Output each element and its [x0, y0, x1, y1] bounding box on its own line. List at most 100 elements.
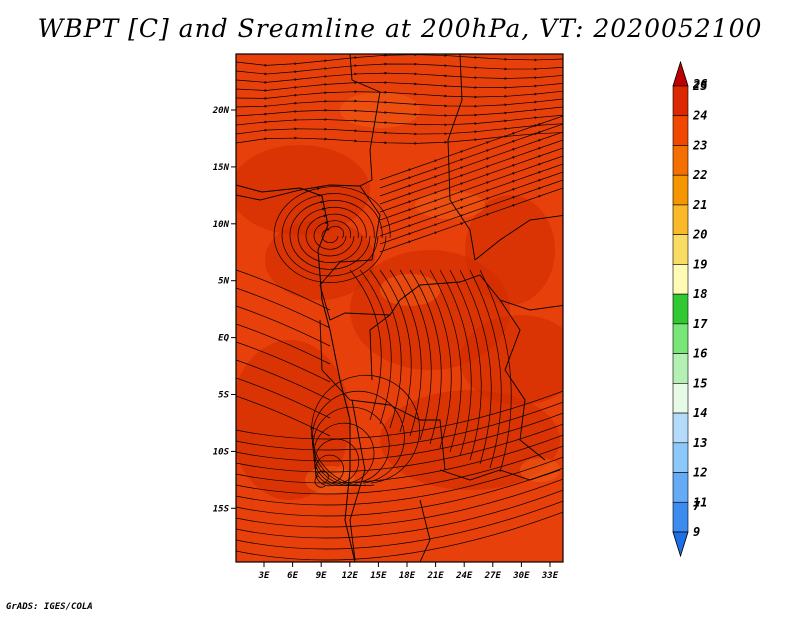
credit-text: GrADS: IGES/COLA: [6, 602, 93, 612]
streamline: [281, 193, 383, 277]
streamline: [469, 269, 502, 469]
colorbar-segment: [672, 501, 689, 533]
streamline: [297, 206, 367, 263]
colorbar-segment: [672, 323, 689, 354]
coastline: [236, 184, 356, 562]
lat-tick-label: 5N: [218, 277, 229, 287]
streamline: [236, 90, 563, 100]
colorbar-label: 7: [693, 499, 701, 513]
colorbar-label: 24: [692, 109, 707, 123]
colorbar-label: 22: [692, 168, 707, 182]
lon-tick-label: 27E: [484, 571, 502, 581]
lat-tick-label: 15N: [213, 163, 230, 173]
streamline: [305, 213, 359, 257]
streamline: [459, 269, 492, 465]
field-light-patch: [305, 466, 355, 494]
temperature-field: [236, 54, 563, 562]
streamline: [236, 511, 563, 561]
streamline: [236, 478, 563, 528]
streamline: [409, 269, 442, 445]
border-line: [319, 259, 391, 321]
streamline: [236, 359, 331, 401]
colorbar-label: 14: [693, 406, 707, 420]
streamline: [311, 406, 390, 486]
streamline: [236, 445, 563, 495]
streamline: [236, 71, 563, 84]
streamline: [313, 220, 351, 250]
colorbar-label: 17: [693, 317, 708, 331]
streamline: [236, 98, 563, 108]
border-line: [236, 184, 381, 261]
lat-tick-label: 5S: [218, 391, 229, 401]
field-dark-patch: [236, 145, 370, 235]
streamline: [236, 423, 563, 473]
border-line: [319, 319, 446, 471]
colorbar-segment: [672, 264, 689, 295]
streamline: [236, 467, 563, 517]
colorbar-label: 15: [693, 376, 707, 390]
streamline: [236, 81, 563, 92]
streamline: [479, 269, 512, 473]
colorbar-label: 13: [693, 436, 707, 450]
colorbar-segment: [672, 472, 689, 503]
streamline: [379, 187, 563, 253]
streamline: [314, 470, 329, 488]
streamline: [236, 106, 563, 117]
streamline: [359, 269, 392, 425]
streamline: [313, 438, 360, 486]
border-line: [499, 299, 546, 461]
streamline: [236, 287, 331, 329]
colorbar-segment: [672, 145, 689, 176]
border-line: [419, 499, 431, 562]
country-borders: [236, 54, 563, 562]
colorbar-top-arrow: [672, 60, 689, 87]
border-line: [439, 469, 561, 481]
streamline: [236, 305, 331, 347]
colorbar-label: 19: [693, 257, 707, 271]
border-line: [499, 299, 563, 311]
lat-tick-label: 10N: [213, 220, 230, 230]
lon-tick-label: 33E: [541, 571, 559, 581]
border-line: [369, 314, 391, 381]
streamline: [236, 500, 563, 550]
colorbar-label: 12: [693, 466, 707, 480]
lon-tick-label: 3E: [258, 571, 270, 581]
streamline: [389, 269, 422, 437]
streamline: [349, 269, 382, 421]
streamline: [236, 114, 563, 127]
lat-tick-label: 20N: [212, 106, 230, 116]
border-line: [349, 399, 366, 561]
streamline: [236, 269, 331, 311]
lon-tick-label: 18E: [399, 571, 416, 581]
colorbar-label: 26: [692, 77, 707, 91]
colorbar-segment: [672, 412, 689, 444]
streamline: [312, 422, 375, 486]
streamline: [236, 434, 563, 484]
lat-tick-label: 15S: [213, 504, 230, 514]
streamline: [236, 489, 563, 539]
streamline: [449, 269, 482, 461]
colorbar-segment: [672, 204, 689, 235]
colorbar-label: 25: [692, 79, 707, 93]
chart-title: WBPT [C] and Sreamline at 200hPa, VT: 20…: [37, 14, 763, 43]
streamline: [236, 412, 563, 462]
colorbar-segment: [672, 383, 689, 414]
colorbar-label: 16: [693, 347, 707, 361]
map-frame: [235, 53, 564, 563]
streamline: [236, 395, 331, 437]
streamline: [379, 269, 412, 433]
colorbar-segment: [672, 353, 689, 384]
streamline: [289, 200, 375, 270]
streamline: [236, 323, 331, 365]
colorbar-label: 18: [693, 287, 707, 301]
border-line: [447, 54, 476, 261]
colorbar-segment: [672, 442, 689, 473]
colorbar-label: 23: [692, 138, 707, 152]
border-line: [474, 214, 563, 261]
streamline: [311, 390, 405, 486]
streamline: [236, 390, 563, 440]
lat-tick-label: EQ: [218, 334, 229, 344]
colorbar-segment: [672, 115, 689, 146]
lon-tick-label: 6E: [287, 571, 298, 581]
